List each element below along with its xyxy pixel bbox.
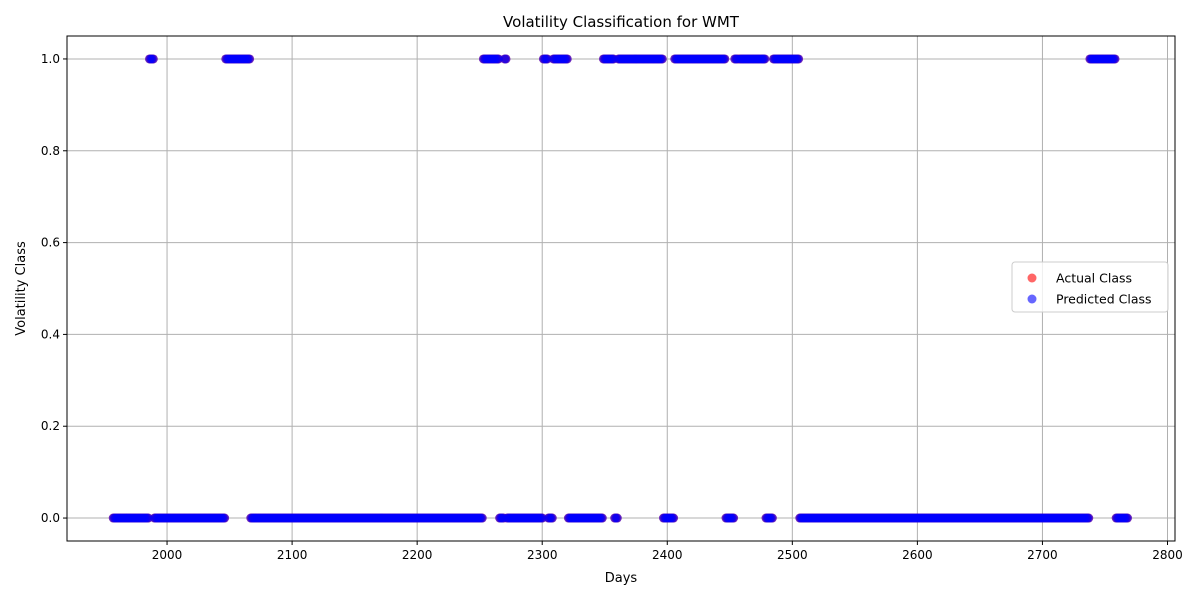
data-point: [220, 513, 230, 523]
legend-marker: [1027, 294, 1037, 304]
data-point: [1084, 513, 1094, 523]
data-point: [597, 513, 607, 523]
x-tick-label: 2500: [777, 548, 808, 562]
plot-frame: [66, 35, 1176, 542]
x-tick-label: 2700: [1027, 548, 1058, 562]
y-axis-ticks: 0.0 0.2 0.4 0.6 0.8 1.0: [41, 52, 67, 525]
data-point: [501, 54, 511, 64]
legend-label: Predicted Class: [1056, 292, 1152, 307]
data-point: [729, 513, 739, 523]
data-point: [794, 54, 804, 64]
data-points: [108, 54, 1132, 523]
y-tick-label: 0.0: [41, 511, 60, 525]
data-point: [657, 54, 667, 64]
data-point: [562, 54, 572, 64]
chart-title: Volatility Classification for WMT: [503, 13, 740, 31]
data-point: [612, 513, 622, 523]
data-point: [1110, 54, 1120, 64]
x-tick-label: 2000: [152, 548, 183, 562]
data-point: [245, 54, 255, 64]
x-tick-label: 2200: [402, 548, 433, 562]
data-point: [477, 513, 487, 523]
series-predicted: [108, 54, 1132, 523]
x-tick-label: 2800: [1152, 548, 1183, 562]
data-point: [493, 54, 503, 64]
y-tick-label: 1.0: [41, 52, 60, 66]
x-tick-label: 2400: [652, 548, 683, 562]
data-point: [547, 513, 557, 523]
data-point: [760, 54, 770, 64]
x-tick-label: 2300: [527, 548, 558, 562]
x-tick-label: 2600: [902, 548, 933, 562]
legend-box: [1011, 261, 1169, 313]
data-point: [542, 54, 552, 64]
data-point: [767, 513, 777, 523]
y-tick-label: 0.8: [41, 144, 60, 158]
legend-label: Actual Class: [1056, 271, 1132, 286]
x-axis-ticks: 2000 2100 2200 2300 2400 2500 2600 2700 2800: [152, 541, 1183, 562]
y-tick-label: 0.2: [41, 419, 60, 433]
data-point: [143, 513, 153, 523]
data-point: [669, 513, 679, 523]
x-axis-title: Days: [605, 571, 638, 586]
x-tick-label: 2100: [277, 548, 308, 562]
data-point: [537, 513, 547, 523]
data-point: [720, 54, 730, 64]
data-point: [1122, 513, 1132, 523]
legend-marker: [1027, 273, 1037, 283]
y-tick-label: 0.4: [41, 327, 60, 341]
legend: Actual Class Predicted Class: [1011, 261, 1169, 313]
data-point: [148, 54, 158, 64]
y-tick-label: 0.6: [41, 236, 60, 250]
y-axis-title: Volatility Class: [14, 241, 29, 336]
